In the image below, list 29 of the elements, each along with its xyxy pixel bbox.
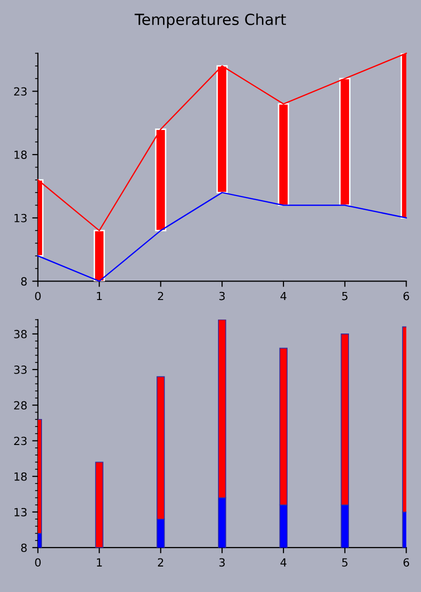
x-tick-label: 4	[280, 558, 286, 566]
x-tick-label: 5	[342, 558, 348, 567]
x-tick-label: 1	[96, 292, 102, 300]
x-tick-label: 0	[35, 292, 41, 300]
y-tick-label: 23	[14, 436, 27, 446]
y-tick-label: 8	[21, 277, 27, 286]
x-tick-label: 2	[158, 558, 164, 566]
y-tick-label: 23	[14, 87, 27, 96]
y-tick-label: 33	[14, 366, 27, 374]
x-tick-label: 5	[342, 292, 348, 300]
x-tick-label: 0	[35, 558, 41, 567]
chart-title: Temperatures Chart	[134, 13, 286, 28]
x-tick-label: 6	[404, 292, 410, 300]
x-tick-label: 2	[158, 292, 164, 300]
bar	[278, 103, 290, 206]
y-tick-label: 38	[14, 330, 27, 338]
y-tick-label: 13	[14, 214, 27, 222]
bar	[216, 65, 228, 194]
y-tick-label: 8	[21, 544, 27, 552]
x-tick-label: 1	[96, 558, 102, 566]
x-tick-label: 3	[219, 558, 225, 567]
x-tick-label: 6	[404, 558, 410, 567]
y-tick-label: 18	[14, 472, 27, 481]
y-tick-label: 18	[14, 150, 27, 159]
x-tick-label: 3	[219, 292, 225, 300]
y-tick-label: 13	[14, 508, 27, 516]
x-tick-label: 4	[280, 292, 286, 300]
y-tick-label: 28	[14, 401, 27, 410]
bar	[339, 78, 350, 206]
